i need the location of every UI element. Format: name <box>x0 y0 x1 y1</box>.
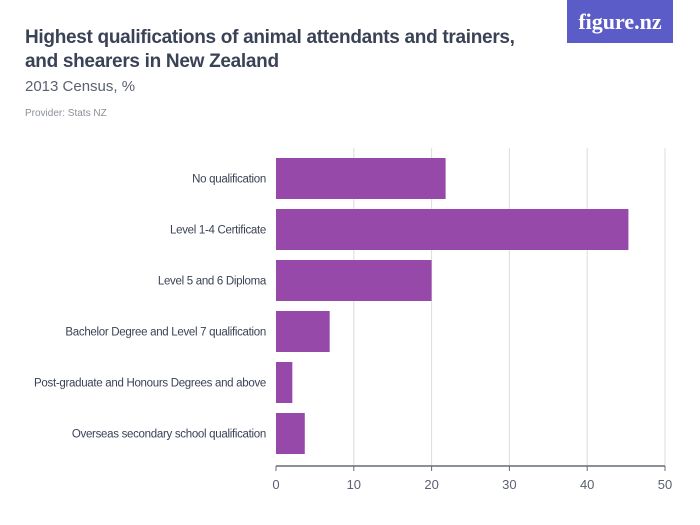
bar[interactable] <box>276 158 446 199</box>
bar[interactable] <box>276 209 629 250</box>
category-label: Overseas secondary school qualification <box>72 429 266 441</box>
category-label: Bachelor Degree and Level 7 qualificatio… <box>65 327 266 339</box>
x-tick-label: 40 <box>580 477 594 492</box>
bar[interactable] <box>276 311 330 352</box>
x-tick-label: 10 <box>347 477 361 492</box>
chart-title: Highest qualifications of animal attenda… <box>25 27 515 72</box>
provider-label: Provider: Stats NZ <box>25 108 107 119</box>
x-tick-label: 20 <box>424 477 438 492</box>
category-label: Level 5 and 6 Diploma <box>158 276 267 288</box>
bar[interactable] <box>276 260 432 301</box>
x-tick-label: 50 <box>658 477 672 492</box>
figure-nz-logo[interactable]: figure.nz <box>567 0 673 43</box>
bar[interactable] <box>276 413 305 454</box>
category-label: No qualification <box>192 174 266 186</box>
chart-subtitle: 2013 Census, % <box>25 78 136 95</box>
x-tick-label: 30 <box>502 477 516 492</box>
category-label: Post-graduate and Honours Degrees and ab… <box>34 378 266 390</box>
bar[interactable] <box>276 362 293 403</box>
category-label: Level 1-4 Certificate <box>170 225 266 237</box>
x-tick-label: 0 <box>272 477 279 492</box>
